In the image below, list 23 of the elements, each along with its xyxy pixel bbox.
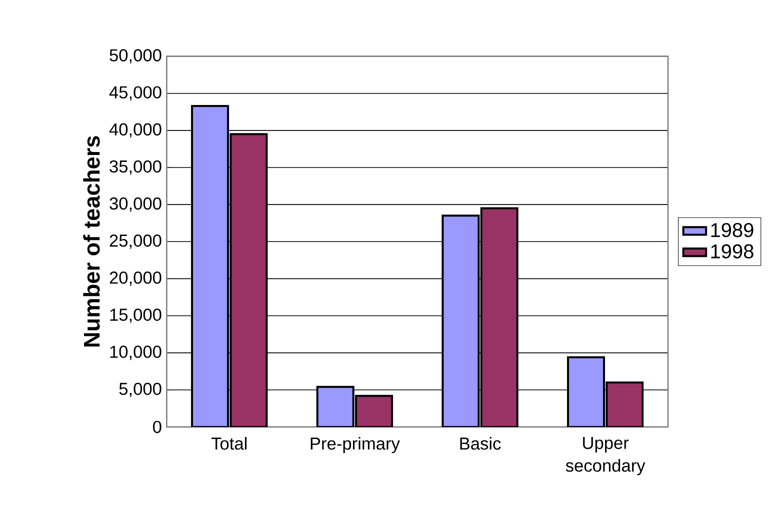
bar bbox=[567, 356, 606, 427]
y-tick-label: 5,000 bbox=[119, 382, 162, 398]
y-tick-label: 35,000 bbox=[110, 160, 162, 175]
x-tick-label: Total bbox=[211, 436, 247, 450]
legend-label: 1989 bbox=[711, 222, 754, 238]
y-tick-label: 40,000 bbox=[109, 123, 162, 138]
x-tick-label: Pre-primary bbox=[310, 436, 400, 454]
y-tick-label: 30,000 bbox=[110, 197, 162, 212]
y-tick-label: 10,000 bbox=[110, 346, 162, 360]
bar bbox=[316, 386, 354, 427]
y-tick-label: 15,000 bbox=[110, 308, 162, 323]
bar bbox=[230, 133, 268, 427]
legend-label: 1998 bbox=[711, 244, 754, 258]
x-tick-label: Upper secondary bbox=[566, 437, 646, 476]
x-tick-label: Basic bbox=[460, 436, 501, 450]
y-tick-label: 20,000 bbox=[110, 272, 162, 286]
y-axis-title: Number of teachers bbox=[83, 136, 100, 347]
y-tick-label: 25,000 bbox=[110, 234, 162, 249]
bar bbox=[442, 214, 480, 427]
y-tick-label: 50,000 bbox=[110, 49, 162, 64]
bar bbox=[480, 207, 518, 427]
y-tick-label: 45,000 bbox=[109, 86, 162, 101]
y-tick-label: 0 bbox=[153, 420, 162, 434]
